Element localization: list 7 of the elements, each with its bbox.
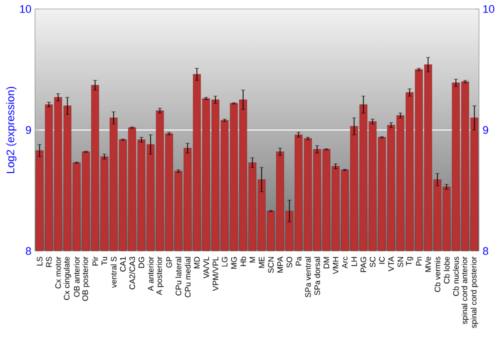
- y-tick-label: 9: [26, 126, 31, 134]
- y-tick-label: 10: [20, 5, 32, 13]
- y2-tick-label: 10: [483, 5, 494, 13]
- y2-tick-label: 8: [483, 247, 488, 255]
- y2-tick-label: 9: [483, 126, 488, 134]
- y-axis-title: Log2 (expression): [6, 86, 16, 173]
- y-tick-label: 8: [26, 247, 31, 255]
